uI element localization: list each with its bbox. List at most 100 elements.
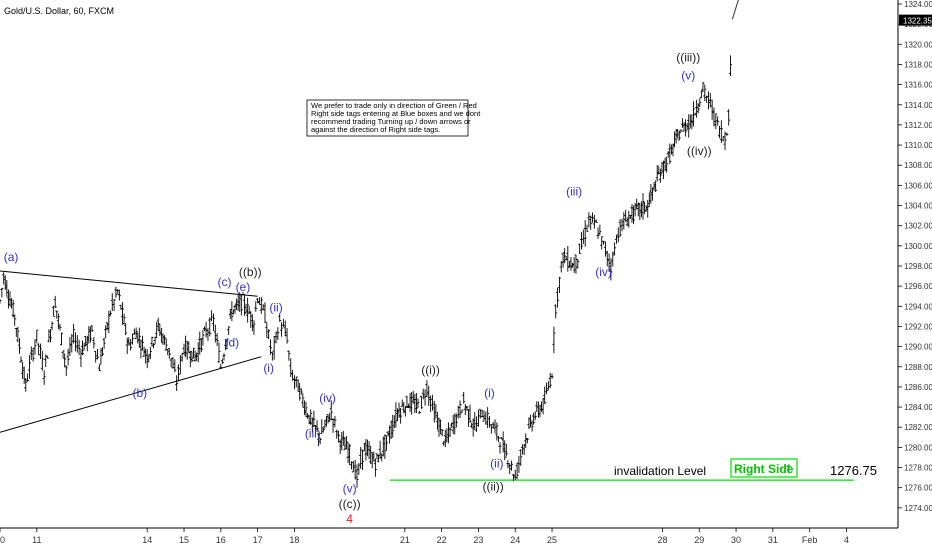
ohlc-bar [0, 299, 2, 304]
ohlc-bar [0, 287, 4, 298]
ohlc-bar [148, 346, 152, 360]
ohlc-bar [546, 381, 550, 391]
ohlc-bar [475, 416, 479, 432]
ohlc-bar [716, 116, 720, 126]
ohlc-bar [427, 385, 431, 406]
ohlc-bar [693, 112, 697, 116]
x-tick-label: 11 [32, 535, 41, 545]
ohlc-bar [42, 370, 46, 385]
ohlc-bar [90, 325, 94, 333]
ohlc-bar [510, 460, 514, 471]
ohlc-bar [127, 337, 131, 346]
ohlc-bar [102, 337, 106, 349]
ohlc-bar [725, 132, 729, 136]
ohlc-bar [134, 327, 138, 340]
ohlc-bar [343, 436, 347, 451]
ohlc-bar [215, 333, 219, 347]
current-price-tag: 1322.35 [899, 14, 932, 26]
ohlc-bar [175, 375, 179, 391]
ohlc-bar [564, 255, 568, 261]
ohlc-bar [684, 119, 688, 137]
ohlc-bar [682, 122, 686, 132]
ohlc-bar [696, 103, 700, 114]
ohlc-bar [541, 397, 545, 415]
ohlc-bar [574, 254, 578, 274]
wave-label: (b) [133, 386, 148, 400]
ohlc-bar [75, 335, 79, 353]
ohlc-bar [287, 350, 291, 361]
ohlc-bar [721, 136, 725, 142]
ohlc-bar [150, 336, 154, 347]
ohlc-bar [217, 342, 221, 363]
ohlc-bar [68, 337, 72, 357]
ohlc-bar [592, 214, 596, 229]
ohlc-bar [460, 409, 464, 414]
ohlc-bar [331, 418, 335, 433]
ohlc-bar [701, 81, 705, 93]
y-tick-label: 1292.00 [904, 322, 932, 331]
ohlc-bar [17, 338, 21, 354]
ohlc-bar [421, 388, 425, 400]
ohlc-bar [19, 356, 23, 363]
ohlc-bar [442, 440, 446, 446]
ohlc-bar [362, 442, 366, 452]
ohlc-bar [291, 369, 295, 381]
ohlc-bar [77, 339, 81, 356]
ohlc-bar [269, 339, 273, 355]
ohlc-bar [572, 257, 576, 273]
wave-label: (iv) [595, 265, 612, 279]
ohlc-bar [708, 92, 712, 108]
y-tick-label: 1308.00 [904, 161, 932, 170]
ohlc-bar [543, 386, 547, 405]
ohlc-bar [614, 234, 618, 244]
x-tick-label: 21 [400, 535, 410, 545]
ohlc-bar [569, 257, 573, 271]
ohlc-bar [222, 353, 226, 361]
ohlc-bar [359, 446, 363, 469]
note-line-2: Right side tags entering at Blue boxes a… [311, 109, 481, 118]
ohlc-bar [591, 212, 595, 223]
strategy-note-box: We prefer to trade only in direction of … [306, 99, 481, 137]
ohlc-bar [389, 420, 393, 440]
ohlc-bar [139, 339, 143, 359]
ohlc-bar [425, 380, 429, 398]
right-side-tag: Right Side ⭡ [730, 458, 798, 478]
ohlc-bar [453, 413, 457, 435]
ohlc-bar [263, 302, 267, 323]
ohlc-bar [125, 337, 129, 354]
y-tick-label: 1316.00 [904, 81, 932, 90]
ohlc-bar [646, 199, 650, 218]
ohlc-bar [554, 304, 558, 319]
ohlc-bar [40, 350, 44, 371]
ohlc-bar [448, 427, 452, 437]
ohlc-bar [35, 329, 39, 344]
ohlc-bar [478, 408, 482, 419]
y-tick-label: 1284.00 [904, 403, 932, 412]
wave-label: 4 [346, 512, 353, 526]
ohlc-bar [301, 393, 305, 408]
ohlc-bar [364, 438, 368, 461]
ohlc-bar [349, 461, 353, 470]
chart-title: Gold/U.S. Dollar, 60, FXCM [4, 6, 114, 16]
wave-label: (i) [484, 386, 495, 400]
ohlc-bar [533, 411, 537, 421]
ohlc-bar [228, 309, 232, 320]
ohlc-bar [538, 404, 542, 418]
ohlc-bar [152, 343, 156, 349]
ohlc-bar [513, 469, 517, 480]
ohlc-bar [581, 229, 585, 245]
ohlc-bar [439, 419, 443, 435]
y-tick-label: 1312.00 [904, 121, 932, 130]
ohlc-bar [211, 313, 215, 331]
ohlc-bar [52, 305, 56, 317]
ohlc-bar [465, 405, 469, 411]
ohlc-bar [609, 258, 613, 281]
ohlc-bar [493, 419, 497, 434]
ohlc-bar [351, 460, 355, 473]
ohlc-bar [611, 251, 615, 267]
ohlc-bar [522, 443, 526, 455]
ohlc-bar [5, 280, 9, 297]
ohlc-bar [712, 107, 716, 127]
ohlc-bar [654, 180, 658, 192]
ohlc-bar [121, 302, 125, 326]
